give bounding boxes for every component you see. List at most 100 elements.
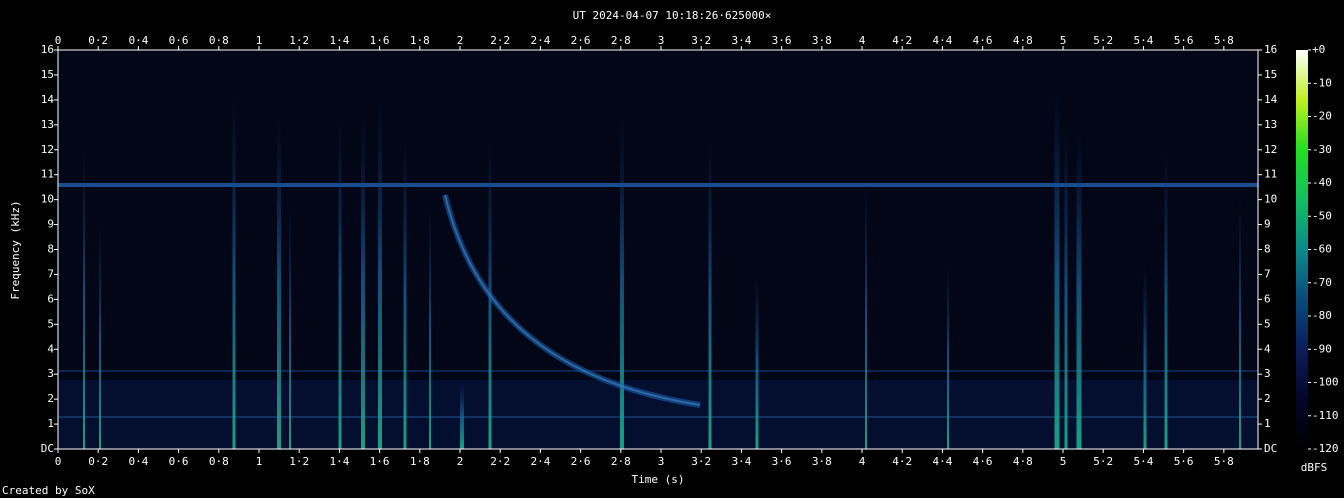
streak (1164, 145, 1168, 449)
y-tick-label: 12 (41, 143, 54, 156)
x-tick-label: 5 (1060, 455, 1067, 468)
colorbar-tick-label: -30 (1312, 143, 1332, 156)
x-tick-label: 3·4 (731, 455, 751, 468)
streak (429, 200, 431, 449)
colorbar-tick-label: -110 (1312, 409, 1339, 422)
x-tick-label: 2·8 (611, 455, 631, 468)
x-tick-label: 1·2 (289, 34, 309, 47)
y-tick-label: 4 (47, 342, 54, 355)
x-tick-label: 2 (457, 455, 464, 468)
y-axis-label: Frequency (kHz) (9, 200, 22, 299)
x-tick-label: 1 (256, 455, 263, 468)
x-tick-label: 4 (859, 34, 866, 47)
y-tick-label: 3 (47, 367, 54, 380)
x-tick-label: 4·2 (892, 455, 912, 468)
y-tick-label: 5 (1264, 317, 1271, 330)
x-tick-label: 4·8 (1013, 34, 1033, 47)
x-tick-label: 2·4 (530, 34, 550, 47)
x-tick-label: 4·4 (932, 455, 952, 468)
streak (460, 380, 464, 449)
x-tick-label: 3·6 (772, 34, 792, 47)
x-tick-label: 3·2 (691, 34, 711, 47)
x-tick-label: 2 (457, 34, 464, 47)
streak (865, 180, 867, 449)
x-tick-label: 2·8 (611, 34, 631, 47)
y-tick-label: 14 (1264, 93, 1278, 106)
x-tick-label: 1 (256, 34, 263, 47)
x-tick-label: 4·6 (973, 455, 993, 468)
x-tick-label: 0·4 (128, 455, 148, 468)
streak (755, 270, 759, 449)
x-tick-label: 1·8 (410, 34, 430, 47)
y-tick-label: 4 (1264, 342, 1271, 355)
x-tick-label: 3 (658, 34, 665, 47)
colorbar-tick-label: -80 (1312, 309, 1332, 322)
x-tick-label: 2·4 (530, 455, 550, 468)
y-tick-label: 11 (41, 168, 54, 181)
x-tick-label: 5 (1060, 34, 1067, 47)
y-tick-label: 13 (1264, 118, 1277, 131)
tone-line (58, 183, 1258, 187)
colorbar-tick-label: -10 (1312, 76, 1332, 89)
y-tick-label: DC (41, 442, 54, 455)
y-tick-label: 10 (1264, 193, 1277, 206)
streak (947, 260, 949, 449)
x-tick-label: 4 (859, 455, 866, 468)
x-tick-label: 4·6 (973, 34, 993, 47)
x-tick-label: 3·8 (812, 34, 832, 47)
streak (1239, 190, 1241, 449)
y-tick-label: 2 (47, 392, 54, 405)
colorbar-label: dBFS (1301, 461, 1328, 474)
footer: Created by SoX (2, 484, 95, 497)
colorbar-tick-label: -70 (1312, 276, 1332, 289)
streak (1076, 125, 1082, 449)
whistler (444, 194, 701, 406)
x-tick-label: 5·6 (1174, 34, 1194, 47)
x-tick-label: 1·4 (329, 34, 349, 47)
y-tick-label: 11 (1264, 168, 1277, 181)
x-tick-label: 0·4 (128, 34, 148, 47)
colorbar-tick-label: +0 (1312, 43, 1325, 56)
x-tick-label: 2·6 (571, 455, 591, 468)
x-tick-label: 5·6 (1174, 455, 1194, 468)
y-tick-label: 6 (47, 292, 54, 305)
y-tick-label: 1 (1264, 417, 1271, 430)
y-tick-label: 1 (47, 417, 54, 430)
y-tick-label: 13 (41, 118, 54, 131)
streak (338, 110, 342, 449)
x-tick-label: 2·2 (490, 455, 510, 468)
y-tick-label: 16 (41, 43, 54, 56)
x-tick-label: 5·8 (1214, 455, 1234, 468)
x-tick-label: 4·8 (1013, 455, 1033, 468)
x-tick-label: 3·2 (691, 455, 711, 468)
y-tick-label: 10 (41, 193, 54, 206)
streak (708, 130, 712, 449)
y-tick-label: 14 (41, 93, 55, 106)
x-tick-label: 5·4 (1133, 34, 1153, 47)
y-tick-label: 7 (1264, 267, 1271, 280)
colorbar-tick-label: -20 (1312, 110, 1332, 123)
x-tick-label: 2·2 (490, 34, 510, 47)
streak (232, 85, 236, 449)
y-tick-label: 7 (47, 267, 54, 280)
streak (488, 130, 492, 449)
x-tick-label: 0·6 (169, 34, 189, 47)
y-tick-label: 15 (1264, 68, 1277, 81)
streak (1054, 85, 1060, 449)
streak (99, 220, 101, 449)
colorbar-tick-label: -60 (1312, 243, 1332, 256)
y-tick-label: 16 (1264, 43, 1277, 56)
streak (277, 110, 281, 449)
x-tick-label: 0 (55, 34, 62, 47)
x-tick-label: 4·2 (892, 34, 912, 47)
y-tick-label: 8 (47, 243, 54, 256)
y-tick-label: 2 (1264, 392, 1271, 405)
streak (620, 110, 624, 449)
y-tick-label: 12 (1264, 143, 1277, 156)
x-axis-label: Time (s) (632, 473, 685, 486)
colorbar-tick-label: -40 (1312, 176, 1332, 189)
x-tick-label: 0·8 (209, 34, 229, 47)
x-tick-label: 3·8 (812, 455, 832, 468)
streak (289, 200, 291, 449)
